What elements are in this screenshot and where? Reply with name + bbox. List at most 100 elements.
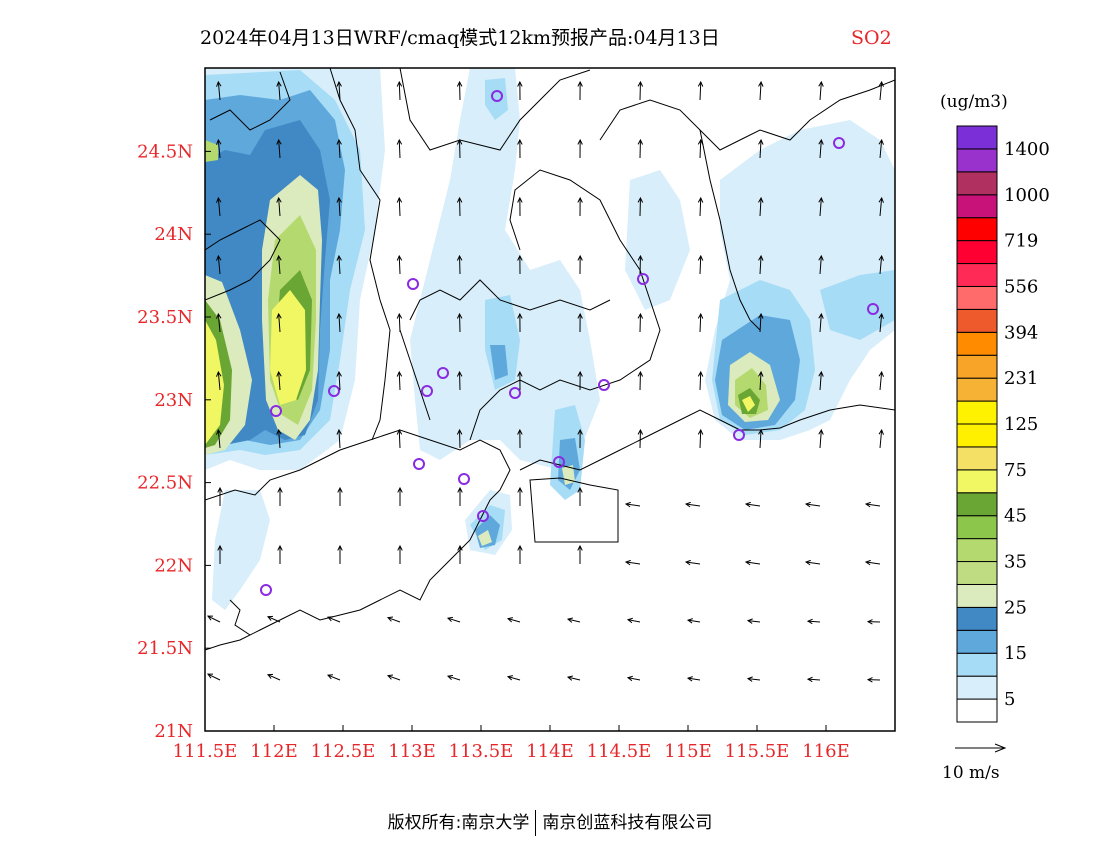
wind-arrow <box>278 81 281 101</box>
wind-arrowhead <box>686 676 693 682</box>
wind-arrow <box>398 139 401 159</box>
wind-arrowhead <box>216 312 222 319</box>
wind-arrowhead <box>456 80 463 87</box>
copyright-text: 版权所有:南京大学 <box>387 813 530 833</box>
station-markers <box>260 90 879 596</box>
wind-arrowhead <box>276 80 282 87</box>
wind-arrowhead <box>397 544 403 551</box>
wind-arrow <box>267 674 281 681</box>
wind-arrowhead <box>686 618 693 624</box>
wind-arrow <box>699 429 702 449</box>
colorbar-label: 1400 <box>1004 139 1050 160</box>
wind-arrowhead <box>758 428 764 435</box>
wind-arrowhead <box>818 254 824 261</box>
wind-arrow <box>625 503 641 507</box>
colorbar-swatch <box>956 194 998 219</box>
wind-arrowhead <box>457 486 463 493</box>
station-marker <box>509 387 521 399</box>
wind-arrow <box>278 255 281 275</box>
station-marker <box>328 385 340 397</box>
wind-arrow <box>865 561 881 565</box>
lat-tick-label: 24N <box>154 224 193 245</box>
wind-arrow <box>278 313 281 333</box>
wind-arrow <box>398 429 401 449</box>
colorbar-swatch <box>956 148 998 173</box>
wind-arrow <box>759 429 762 449</box>
wind-arrow <box>447 617 461 623</box>
wind-arrowhead <box>336 428 342 435</box>
wind-arrow <box>327 674 341 681</box>
wind-arrowhead <box>637 196 644 203</box>
wind-arrowhead <box>456 138 463 145</box>
wind-arrowhead <box>396 254 403 261</box>
wind-arrow <box>747 678 761 681</box>
wind-arrow <box>688 736 700 738</box>
lon-tick-label: 112.5E <box>311 741 376 762</box>
wind-arrow <box>745 503 761 507</box>
boundary-west-central <box>329 68 391 441</box>
station-marker <box>733 429 745 441</box>
station-marker <box>833 137 845 149</box>
wind-arrow <box>759 139 762 159</box>
wind-arrow <box>807 620 821 623</box>
wind-arrow <box>759 197 762 217</box>
wind-arrowhead <box>336 312 342 319</box>
wind-arrow <box>508 735 520 738</box>
wind-arrow <box>748 737 760 738</box>
colorbar-swatch <box>956 583 998 608</box>
lon-tick-label: 112E <box>250 741 298 762</box>
wind-arrow <box>568 735 580 738</box>
wind-arrowhead <box>397 486 403 493</box>
wind-arrowhead <box>697 138 704 145</box>
wind-arrowhead <box>268 732 273 736</box>
boundary-west <box>205 219 281 301</box>
wind-arrowhead <box>637 370 644 377</box>
wind-arrowhead <box>758 80 764 87</box>
wind-arrowhead <box>386 616 394 622</box>
wind-arrow <box>217 255 221 275</box>
wind-arrow <box>448 734 460 738</box>
footer: 版权所有:南京大学 南京创蓝科技有限公司 <box>0 808 1100 836</box>
lat-tick-label: 24.5N <box>137 141 193 162</box>
wind-arrowhead <box>456 196 463 203</box>
wind-arrowhead <box>207 615 214 621</box>
wind-arrowhead <box>577 428 583 435</box>
wind-arrowhead <box>448 733 453 737</box>
wind-arrowhead <box>396 196 403 203</box>
wind-arrow <box>879 429 883 449</box>
wind-arrow <box>819 255 822 275</box>
station-marker <box>458 473 470 485</box>
wind-arrow <box>507 618 521 623</box>
island-west <box>229 599 251 636</box>
plot-area <box>205 68 895 738</box>
colorbar-swatch <box>956 675 998 700</box>
wind-arrowhead <box>216 370 222 377</box>
map-title: 2024年04月13日WRF/cmaq模式12km预报产品:04月13日 <box>200 27 720 49</box>
wind-arrow <box>879 371 883 391</box>
lat-tick-label: 21N <box>154 721 193 742</box>
colorbar-label: 45 <box>1004 506 1027 527</box>
colorbar-swatch <box>956 354 998 379</box>
wind-arrow <box>278 139 281 159</box>
colorbar-swatch <box>956 308 998 333</box>
wind-arrowhead <box>878 370 884 377</box>
colorbar-label: 394 <box>1004 322 1038 343</box>
wind-arrowhead <box>456 312 463 319</box>
contour-yellow-east2 <box>742 396 755 412</box>
wind-arrow <box>567 618 581 623</box>
wind-arrowhead <box>758 312 764 319</box>
wind-vector-field <box>207 80 884 738</box>
station-marker <box>260 584 272 596</box>
wind-arrow <box>338 429 341 449</box>
wind-arrow <box>745 561 761 565</box>
wind-arrow <box>217 429 221 449</box>
colorbar-swatch <box>956 423 998 448</box>
wind-arrowhead <box>276 312 282 319</box>
colorbar-swatch <box>956 469 998 494</box>
wind-arrowhead <box>624 501 631 508</box>
wind-arrowhead <box>758 196 764 203</box>
wind-arrowhead <box>208 732 213 736</box>
wind-arrow <box>217 81 221 101</box>
wind-arrowhead <box>624 559 631 566</box>
wind-arrowhead <box>566 617 573 623</box>
